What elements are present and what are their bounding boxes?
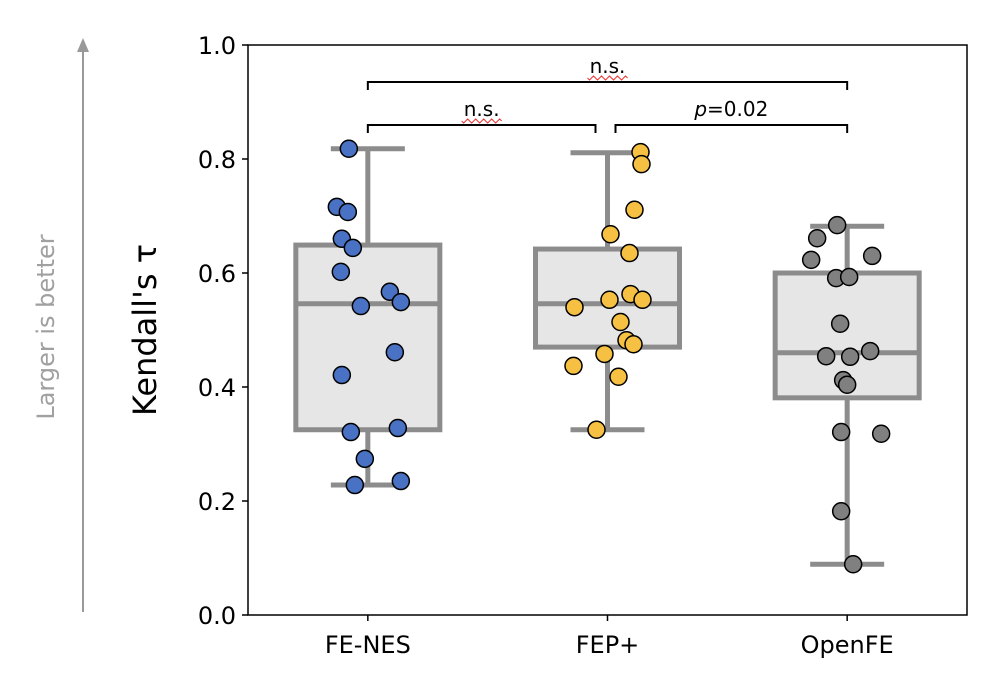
larger-is-better-label: Larger is better (32, 234, 60, 419)
data-point (624, 335, 643, 354)
data-point (388, 418, 408, 438)
data-point (331, 262, 351, 282)
significance-bracket: p=0.02 (614, 97, 849, 133)
box-fenes (293, 139, 443, 495)
x-tick-label: FEP+ (576, 631, 640, 659)
larger-is-better-annotation: Larger is better (32, 38, 89, 612)
bracket-line (614, 124, 849, 133)
y-tick-label: 0.4 (198, 374, 236, 402)
significance-label: n.s. (590, 54, 626, 78)
data-point (831, 502, 851, 521)
data-point (625, 200, 644, 219)
up-arrow-icon (77, 38, 89, 52)
data-point (601, 224, 620, 244)
box-iqr (293, 242, 443, 433)
data-point (839, 267, 859, 287)
data-point (801, 250, 821, 270)
bracket-line (366, 81, 849, 90)
significance-label: n.s. (464, 97, 500, 121)
data-point (807, 228, 827, 248)
y-tick-label: 0.8 (198, 146, 236, 174)
label-text: n.s. (590, 54, 626, 78)
data-point (611, 312, 630, 332)
data-point (345, 475, 365, 495)
data-point (565, 297, 584, 317)
significance-bracket: n.s. (366, 54, 849, 90)
data-point (391, 471, 411, 491)
spellcheck-underline (587, 75, 628, 81)
data-point (609, 367, 628, 386)
data-point (587, 420, 606, 439)
y-tick-label: 0.6 (198, 260, 236, 288)
data-point (862, 246, 882, 266)
label-text: n.s. (464, 97, 500, 121)
data-point (332, 365, 352, 385)
y-tick-label: 0.2 (198, 488, 236, 516)
data-point (600, 290, 619, 310)
data-point (564, 356, 583, 376)
data-point (871, 424, 891, 443)
data-point (391, 292, 411, 312)
data-point (837, 375, 857, 394)
spellcheck-underline (461, 118, 503, 124)
data-point (831, 422, 851, 442)
x-tick-label: OpenFE (801, 631, 894, 659)
data-point (355, 449, 375, 469)
label-text: =0.02 (707, 97, 768, 121)
data-point (343, 238, 363, 258)
p-symbol: p (693, 97, 707, 121)
significance-bracket: n.s. (366, 97, 597, 133)
data-point (843, 555, 863, 574)
data-point (341, 422, 361, 442)
data-point (830, 314, 850, 333)
data-point (840, 347, 860, 367)
box-openfe (772, 215, 922, 574)
y-tick-label: 1.0 (198, 32, 236, 60)
data-point (339, 139, 359, 158)
box-fep (533, 142, 682, 439)
data-point (620, 243, 639, 263)
data-point (351, 296, 371, 316)
x-tick-label: FE-NES (325, 631, 411, 659)
data-point (595, 344, 614, 364)
data-point (860, 341, 880, 361)
y-axis-label: Kendall's τ (126, 244, 164, 416)
data-point (633, 290, 652, 310)
data-point (827, 215, 847, 235)
data-point (385, 342, 405, 362)
y-tick-label: 0.0 (198, 602, 236, 630)
data-point (816, 346, 836, 366)
bracket-line (366, 124, 597, 133)
data-point (632, 154, 651, 174)
significance-label: p=0.02 (693, 97, 768, 121)
data-point (338, 202, 358, 222)
